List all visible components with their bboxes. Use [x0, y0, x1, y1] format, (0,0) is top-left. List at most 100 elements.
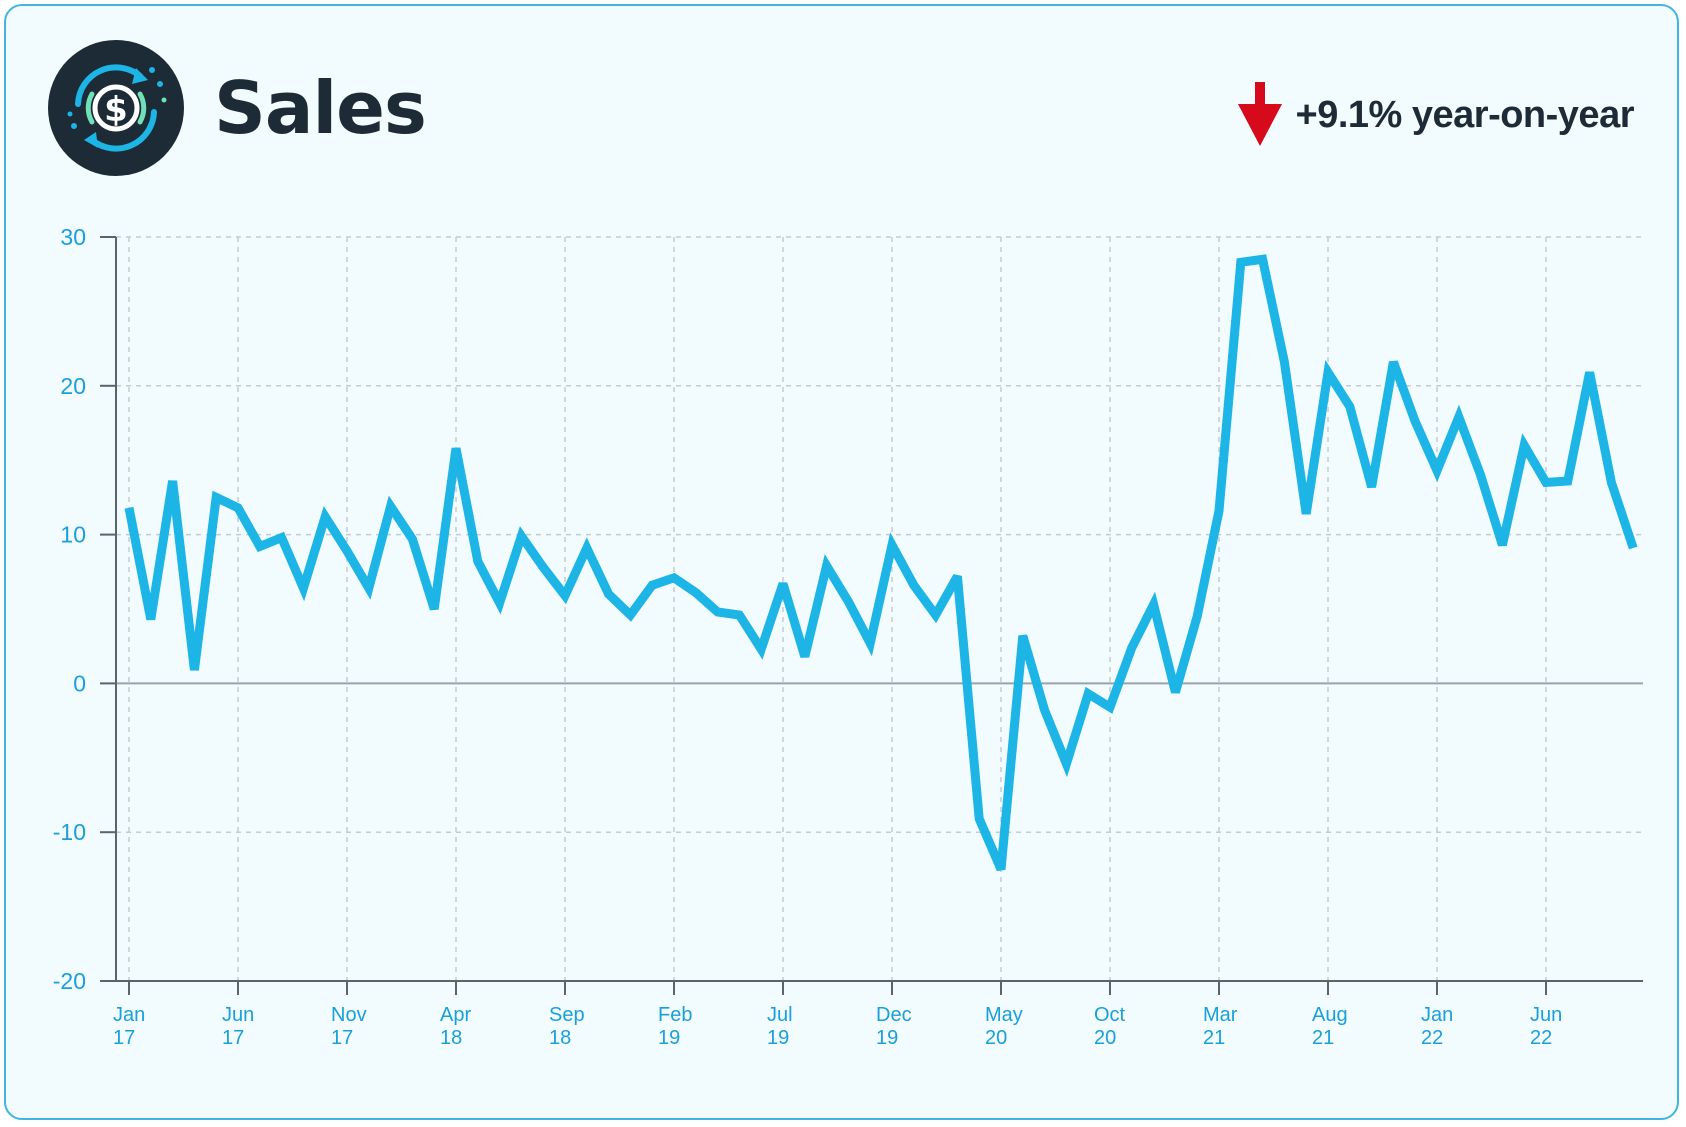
- data-point: [913, 584, 915, 586]
- data-point: [1458, 416, 1460, 418]
- x-tick-label-month: Mar: [1203, 1004, 1238, 1026]
- plot-area: [124, 254, 1638, 872]
- data-point: [1589, 371, 1591, 373]
- data-point: [1065, 763, 1067, 765]
- yoy-indicator: +9.1% year-on-year: [1236, 82, 1635, 148]
- x-tick-label-year: 17: [222, 1027, 244, 1049]
- y-axis-ticks: 30 20 10 0 -10 -20: [53, 224, 86, 994]
- data-point: [411, 538, 413, 540]
- data-point: [1131, 647, 1133, 649]
- data-point: [760, 648, 762, 650]
- data-point: [1022, 635, 1024, 637]
- series-line: [124, 254, 1638, 872]
- x-tick-label-year: 22: [1421, 1027, 1443, 1049]
- data-point: [520, 535, 522, 537]
- data-point: [1327, 371, 1329, 373]
- x-tick-label-month: Apr: [440, 1004, 471, 1026]
- data-point: [1044, 709, 1046, 711]
- x-axis-ticks: Jan17Jun17Nov17Apr18Sep18Feb19Jul19Dec19…: [113, 1004, 1562, 1049]
- data-point: [1196, 615, 1198, 617]
- x-tick-label-year: 21: [1203, 1027, 1225, 1049]
- data-point: [302, 587, 304, 589]
- x-tick-label-year: 19: [767, 1027, 789, 1049]
- data-point: [324, 516, 326, 518]
- data-point: [782, 583, 784, 585]
- x-tick-label-year: 21: [1312, 1027, 1334, 1049]
- chart-title: Sales: [214, 66, 427, 150]
- data-point: [891, 544, 893, 546]
- data-point: [1240, 261, 1242, 263]
- y-tick-label: 10: [60, 522, 86, 548]
- x-tick-label-year: 19: [876, 1027, 898, 1049]
- data-point: [1436, 470, 1438, 472]
- x-tick-label-year: 18: [440, 1027, 462, 1049]
- x-tick-label-month: Jul: [767, 1004, 793, 1026]
- data-point: [1610, 482, 1612, 484]
- data-point: [1349, 406, 1351, 408]
- data-point: [128, 507, 130, 509]
- data-point: [259, 546, 261, 548]
- x-tick-label-month: Nov: [331, 1004, 367, 1026]
- data-point: [455, 447, 457, 449]
- data-point: [1545, 482, 1547, 484]
- x-tick-label-year: 22: [1530, 1027, 1552, 1049]
- data-point: [1371, 486, 1373, 488]
- data-point: [1414, 421, 1416, 423]
- data-point: [1087, 693, 1089, 695]
- x-tick-label-year: 17: [113, 1027, 135, 1049]
- data-point: [172, 480, 174, 482]
- data-point: [1262, 258, 1264, 260]
- data-point: [651, 584, 653, 586]
- x-tick-label-month: Dec: [876, 1004, 912, 1026]
- data-point: [1218, 510, 1220, 512]
- x-tick-label-month: Feb: [658, 1004, 692, 1026]
- data-point: [150, 618, 152, 620]
- y-tick-label: 20: [60, 373, 86, 399]
- x-tick-label-year: 20: [1094, 1027, 1116, 1049]
- data-point: [1109, 706, 1111, 708]
- svg-text:$: $: [104, 90, 128, 130]
- data-point: [804, 656, 806, 658]
- x-tick-label-month: Aug: [1312, 1004, 1348, 1026]
- y-tick-label: 30: [60, 224, 86, 250]
- data-point: [1305, 513, 1307, 515]
- x-tick-label-year: 19: [658, 1027, 680, 1049]
- x-tick-label-month: Jan: [1421, 1004, 1453, 1026]
- data-point: [935, 614, 937, 616]
- data-point: [1501, 544, 1503, 546]
- data-point: [1000, 868, 1002, 870]
- data-point: [499, 602, 501, 604]
- data-point: [433, 608, 435, 610]
- data-point: [477, 560, 479, 562]
- data-point: [390, 505, 392, 507]
- data-point: [629, 614, 631, 616]
- chart-card: [4, 4, 1679, 1120]
- yoy-label: +9.1% year-on-year: [1295, 93, 1635, 136]
- data-point: [847, 601, 849, 603]
- data-point: [1632, 547, 1634, 549]
- data-point: [738, 614, 740, 616]
- x-tick-label-month: Sep: [549, 1004, 585, 1026]
- data-point: [542, 566, 544, 568]
- data-point: [346, 550, 348, 552]
- data-point: [1567, 480, 1569, 482]
- x-tick-label-year: 17: [331, 1027, 353, 1049]
- data-point: [1174, 691, 1176, 693]
- x-tick-label-year: 20: [985, 1027, 1007, 1049]
- data-point: [978, 818, 980, 820]
- y-tick-label: 0: [73, 670, 86, 696]
- arrow-down-icon: [1237, 82, 1282, 146]
- data-point: [215, 496, 217, 498]
- data-point: [368, 587, 370, 589]
- x-tick-label-month: Jun: [1530, 1004, 1562, 1026]
- data-point: [1480, 474, 1482, 476]
- data-point: [1153, 604, 1155, 606]
- data-point: [608, 593, 610, 595]
- data-point: [717, 611, 719, 613]
- data-point: [695, 592, 697, 594]
- data-point: [193, 669, 195, 671]
- data-point: [564, 595, 566, 597]
- data-point: [281, 537, 283, 539]
- data-point: [586, 547, 588, 549]
